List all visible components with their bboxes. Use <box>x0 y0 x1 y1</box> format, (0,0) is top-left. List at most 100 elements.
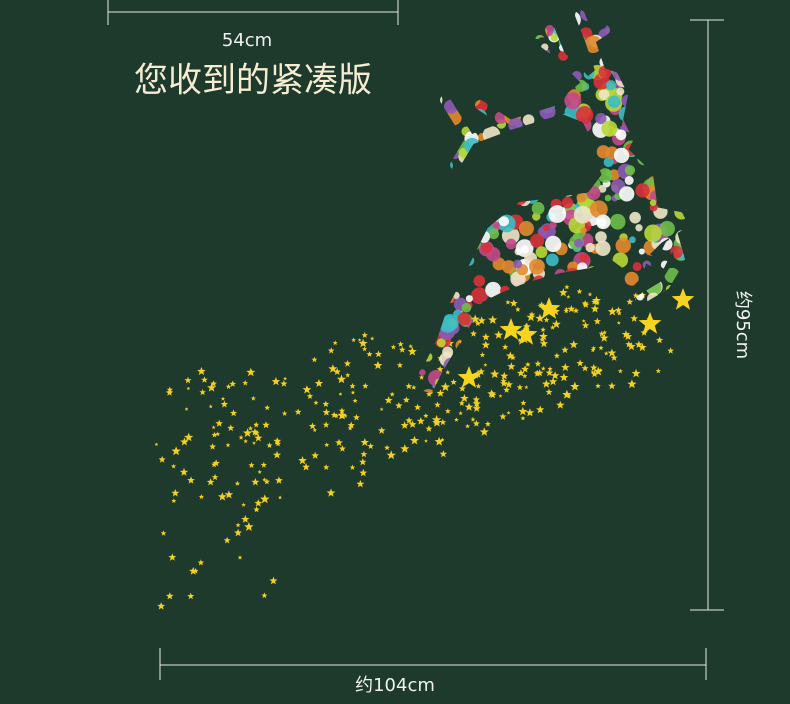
deer-ornament <box>615 237 631 254</box>
deer-ornament <box>585 242 595 253</box>
star <box>241 515 250 523</box>
star <box>509 299 518 307</box>
deer-ornament <box>458 91 467 101</box>
deer-ornament <box>510 91 529 110</box>
star <box>215 431 221 437</box>
deer-ornament <box>613 384 631 403</box>
deer-ornament <box>681 383 693 396</box>
star <box>581 364 589 372</box>
star <box>207 383 217 392</box>
deer-ornament <box>635 224 643 232</box>
deer-ornament <box>670 245 683 259</box>
deer-ornament <box>564 267 580 284</box>
deer-ornament <box>586 185 601 201</box>
star <box>408 420 417 428</box>
star <box>350 390 356 395</box>
deer-ornament <box>661 93 678 110</box>
star <box>411 384 417 390</box>
star <box>322 421 330 428</box>
star <box>166 386 173 393</box>
deer-ornament <box>423 310 436 323</box>
deer-ornament <box>530 391 544 405</box>
star <box>171 463 177 469</box>
star <box>266 442 273 448</box>
deer-ornament <box>615 129 627 141</box>
star <box>230 409 238 417</box>
deer-ornament <box>619 186 635 202</box>
deer-ornament <box>396 141 405 149</box>
deer-ornament <box>676 382 684 390</box>
deer-ornament <box>595 112 607 125</box>
deer-ornament <box>688 272 698 282</box>
star <box>248 425 253 431</box>
deer-ornament <box>696 120 704 128</box>
star <box>338 392 343 396</box>
deer-ornament <box>570 285 583 299</box>
star <box>250 395 256 401</box>
star <box>539 339 549 348</box>
deer-ornament <box>539 103 556 120</box>
deer-ornament <box>411 169 421 179</box>
star <box>336 374 347 384</box>
star <box>472 404 481 412</box>
star <box>263 478 270 485</box>
deer-ornament <box>441 314 459 332</box>
deer-ornament <box>691 374 709 392</box>
star <box>499 412 507 420</box>
star <box>302 385 312 394</box>
star <box>409 435 420 445</box>
star <box>326 488 336 497</box>
star <box>322 408 331 416</box>
star <box>569 340 579 349</box>
star <box>603 351 609 356</box>
deer-ornament <box>479 67 494 82</box>
deer-ornament <box>604 194 612 202</box>
star <box>623 332 633 340</box>
deer-ornament <box>558 73 571 85</box>
deer-ornament <box>513 140 523 149</box>
deer-ornament <box>624 292 637 304</box>
star <box>211 431 218 438</box>
deer-ornament <box>692 179 708 195</box>
deer-ornament <box>598 89 610 101</box>
star <box>576 359 584 367</box>
star <box>551 319 561 329</box>
deer-ornament <box>621 94 634 108</box>
deer-ornament <box>571 70 582 82</box>
star <box>566 393 572 399</box>
deer-ornament <box>659 220 675 237</box>
deer-ornament <box>672 4 687 20</box>
star <box>367 442 374 449</box>
deer-ornament <box>447 77 461 91</box>
deer-ornament <box>480 81 494 95</box>
star <box>343 360 351 367</box>
deer-ornament <box>479 387 487 394</box>
deer-ornament <box>469 36 484 51</box>
star <box>220 400 229 408</box>
deer-ornament <box>497 135 512 150</box>
deer-ornament <box>398 216 406 224</box>
deer-ornament <box>691 153 706 169</box>
deer-ornament <box>500 285 511 296</box>
deer-ornament <box>491 67 509 85</box>
deer-ornament <box>447 169 457 179</box>
deer-ornament <box>588 339 599 350</box>
star <box>444 408 451 414</box>
deer-ornament <box>613 147 630 164</box>
deer-ornament <box>518 2 535 19</box>
star <box>481 340 491 349</box>
deer-ornament <box>664 53 677 66</box>
deer-ornament <box>459 102 474 117</box>
deer-ornament <box>503 85 510 93</box>
title: 您收到的紧凑版 <box>134 61 372 101</box>
deer-ornament <box>405 363 413 371</box>
deer-ornament <box>562 310 580 328</box>
deer-ornament <box>593 309 606 321</box>
star <box>361 331 368 338</box>
star <box>539 336 545 342</box>
deer-ornament <box>568 364 576 371</box>
deer-ornament <box>524 136 538 149</box>
star <box>423 413 429 419</box>
deer-ornament <box>588 281 601 294</box>
deer-ornament <box>532 275 546 288</box>
